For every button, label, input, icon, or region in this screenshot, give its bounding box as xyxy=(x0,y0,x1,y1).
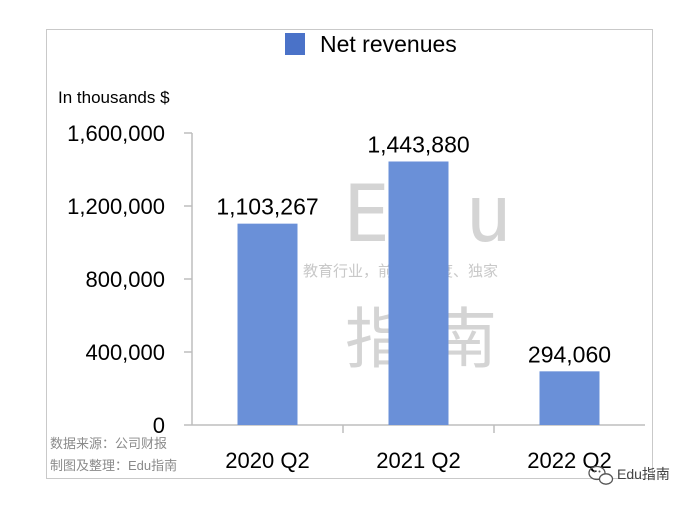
x-tick-label: 2020 Q2 xyxy=(225,448,309,473)
x-tick-label: 2022 Q2 xyxy=(527,448,611,473)
data-label: 294,060 xyxy=(528,341,611,367)
account-badge: Edu指南 xyxy=(588,465,670,485)
source-line-1: 数据来源：公司财报 xyxy=(50,436,167,451)
account-name: Edu指南 xyxy=(617,466,670,482)
y-axis: 0 400,000 800,000 1,200,000 1,600,000 xyxy=(67,121,645,438)
bar xyxy=(388,161,449,426)
bar xyxy=(237,223,298,425)
data-labels: 1,103,267 1,443,880 294,060 xyxy=(216,131,611,367)
y-tick-label: 1,200,000 xyxy=(67,194,165,219)
wechat-icon xyxy=(588,465,614,485)
data-label: 1,103,267 xyxy=(216,194,318,220)
unit-label: In thousands $ xyxy=(58,88,170,107)
x-axis-labels: 2020 Q2 2021 Q2 2022 Q2 xyxy=(225,448,611,473)
legend-label: Net revenues xyxy=(320,31,457,57)
data-label: 1,443,880 xyxy=(367,131,469,157)
bar xyxy=(539,371,600,425)
y-tick-label: 400,000 xyxy=(85,340,165,365)
x-tick-label: 2021 Q2 xyxy=(376,448,460,473)
y-tick-label: 1,600,000 xyxy=(67,121,165,146)
source-line-2: 制图及整理：Edu指南 xyxy=(50,458,177,473)
bars xyxy=(237,161,600,426)
y-tick-label: 800,000 xyxy=(85,267,165,292)
legend: Net revenues xyxy=(285,31,457,57)
source-note: 数据来源：公司财报 制图及整理：Edu指南 xyxy=(50,436,177,473)
legend-swatch xyxy=(285,33,305,55)
y-tick-label: 0 xyxy=(153,413,165,438)
